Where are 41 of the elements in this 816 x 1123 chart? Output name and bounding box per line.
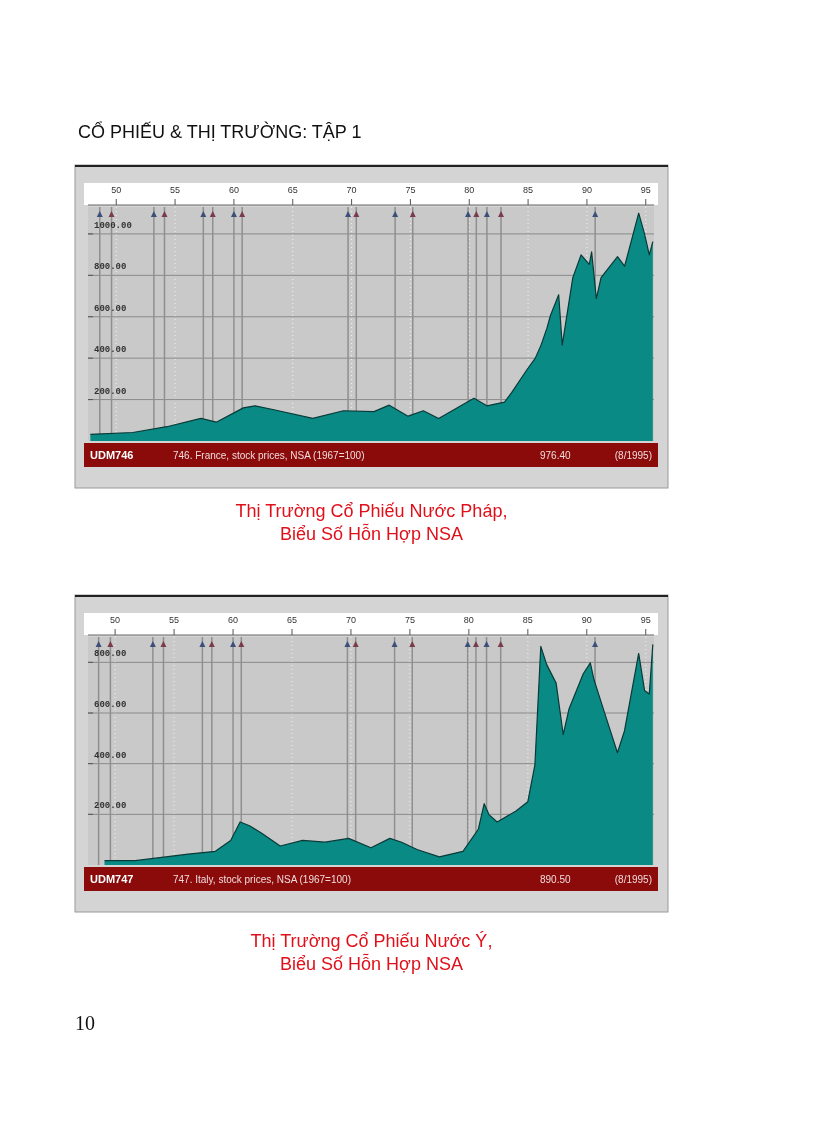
text: 746. France, stock prices, NSA (1967=100) (173, 450, 365, 461)
x-tick-label: 60 (228, 185, 239, 195)
y-tick-label: 400.00 (94, 750, 127, 761)
x-tick-label: 75 (404, 615, 415, 625)
x-tick-label: 75 (405, 185, 416, 195)
text: Thị Trường Cổ Phiếu Nước Pháp, Biểu Số Hỗn Hợp NSA (235, 501, 508, 544)
text: 976.40 (540, 450, 572, 461)
x-tick-label: 85 (522, 615, 533, 625)
x-tick-label: 50 (111, 185, 122, 195)
text: Thị Trường Cổ Phiếu Nước Ý, Biểu Số Hỗn Hợp NSA (250, 931, 493, 974)
text: CỔ PHIẾU & THỊ TRƯỜNG: TẬP 1 (78, 121, 362, 142)
x-tick-label: 55 (170, 185, 181, 195)
y-tick-label: 1000.00 (94, 220, 132, 231)
x-tick-label: 60 (228, 615, 239, 625)
x-tick-label: 70 (346, 185, 357, 195)
y-tick-label: 400.00 (94, 345, 127, 356)
x-tick-label: 90 (581, 615, 592, 625)
y-tick-label: 200.00 (94, 801, 127, 812)
y-tick-label: 800.00 (94, 649, 127, 660)
x-tick-label: 95 (640, 615, 651, 625)
x-tick-label: 65 (286, 615, 297, 625)
x-tick-label: 90 (581, 185, 592, 195)
x-tick-label: 55 (169, 615, 180, 625)
text: (8/1995) (614, 450, 652, 461)
x-tick-label: 95 (640, 185, 651, 195)
x-tick-label: 80 (463, 615, 474, 625)
x-tick-label: 50 (110, 615, 121, 625)
x-tick-label: 65 (287, 185, 298, 195)
text: 10 (75, 1012, 95, 1034)
x-tick-label: 70 (345, 615, 356, 625)
text: 890.50 (540, 874, 572, 885)
y-tick-label: 200.00 (94, 386, 127, 397)
text: 747. Italy, stock prices, NSA (1967=100) (173, 874, 351, 885)
y-tick-label: 800.00 (94, 262, 127, 273)
text: (8/1995) (614, 874, 652, 885)
text: UDM747 (90, 873, 134, 885)
y-tick-label: 600.00 (94, 700, 127, 710)
x-tick-label: 80 (464, 185, 475, 195)
text: UDM746 (90, 449, 134, 461)
x-tick-label: 85 (523, 185, 534, 195)
y-tick-label: 600.00 (94, 303, 127, 314)
